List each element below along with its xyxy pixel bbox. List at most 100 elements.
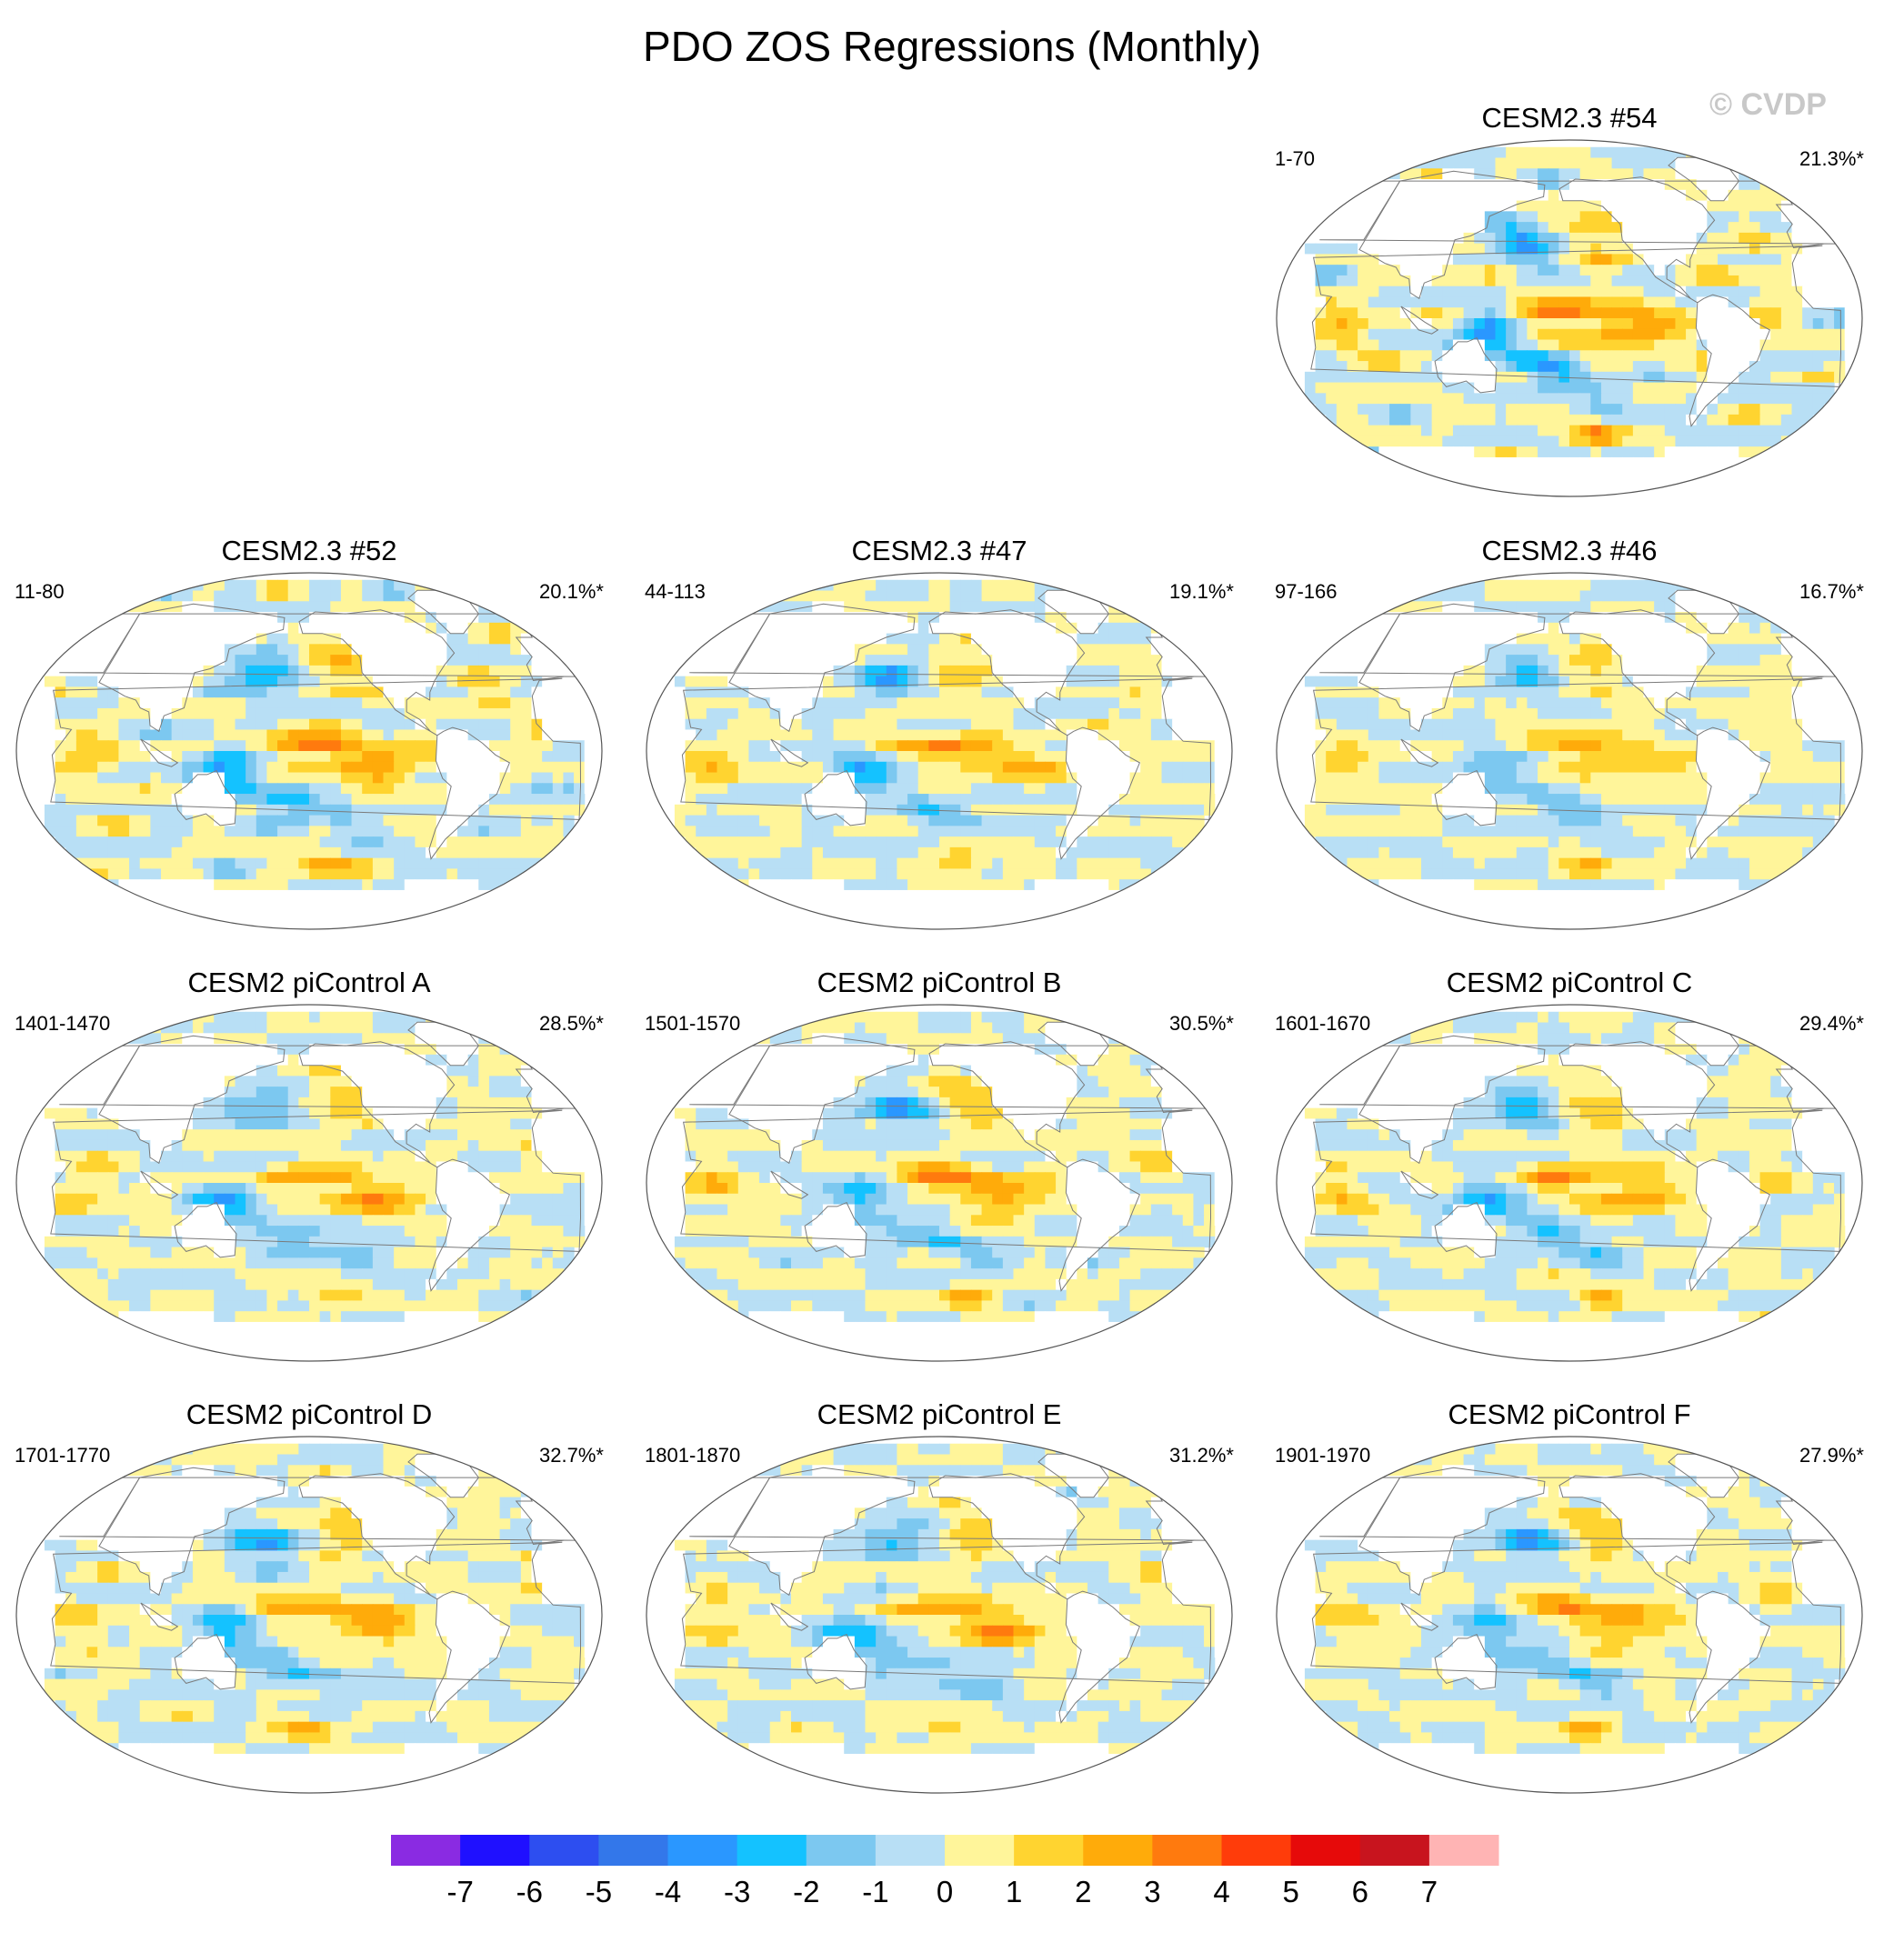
coastlines [680, 1453, 1212, 1724]
field-cells [1283, 146, 1856, 490]
regression-map [15, 1436, 603, 1794]
map-border [1276, 1436, 1863, 1794]
map-border [15, 1436, 603, 1794]
panel-year-range: 44-113 [645, 580, 706, 603]
map-panel: CESM2.3 #54 1-70 21.3%* [1260, 102, 1879, 502]
panel-title: CESM2.3 #46 [1481, 535, 1658, 566]
colorbar-swatch [1290, 1835, 1361, 1866]
colorbar-tick-label: 1 [1006, 1875, 1022, 1908]
panel-variance-percent: 29.4%* [1799, 1012, 1864, 1035]
panel-variance-percent: 19.1%* [1169, 580, 1234, 603]
panel-year-range: 97-166 [1275, 580, 1338, 603]
colorbar-tick-label: -2 [793, 1875, 819, 1908]
field-cells [1283, 1443, 1856, 1787]
coastlines [50, 589, 582, 860]
map-border [646, 572, 1233, 930]
coastlines [50, 1453, 582, 1724]
colorbar-tick-label: -7 [446, 1875, 473, 1908]
coastlines [1310, 156, 1842, 427]
panel-year-range: 1601-1670 [1275, 1012, 1371, 1035]
map-panel: CESM2 piControl C 1601-1670 29.4%* [1260, 966, 1879, 1367]
panel-year-range: 1-70 [1275, 147, 1316, 170]
panel-year-range: 1701-1770 [15, 1444, 111, 1467]
colorbar-swatch [391, 1835, 461, 1866]
panel-variance-percent: 20.1%* [539, 580, 604, 603]
panel-title: CESM2 piControl A [187, 966, 431, 998]
colorbar-swatch [806, 1835, 877, 1866]
colorbar-swatch [460, 1835, 530, 1866]
panel-title: CESM2 piControl D [185, 1398, 433, 1430]
panel-title: CESM2 piControl B [817, 966, 1062, 998]
figure-title: PDO ZOS Regressions (Monthly) [643, 23, 1261, 70]
panel-year-range: 1801-1870 [645, 1444, 741, 1467]
map-border [15, 572, 603, 930]
colorbar-swatch [1221, 1835, 1292, 1866]
panel-variance-percent: 27.9%* [1799, 1444, 1864, 1467]
colorbar-swatch [737, 1835, 807, 1866]
regression-map [1276, 1004, 1863, 1362]
regression-map [15, 1004, 603, 1362]
panel-title: CESM2.3 #47 [851, 535, 1027, 566]
map-border [1276, 572, 1863, 930]
panel-year-range: 11-80 [15, 580, 65, 603]
colorbar-tick-label: 2 [1075, 1875, 1091, 1908]
map-panel: CESM2 piControl D 1701-1770 32.7%* [0, 1398, 618, 1798]
panel-year-range: 1901-1970 [1275, 1444, 1371, 1467]
colorbar-swatch [945, 1835, 1015, 1866]
coastlines [1310, 589, 1842, 860]
colorbar-tick-label: 5 [1282, 1875, 1298, 1908]
panel-title: CESM2 piControl E [817, 1398, 1062, 1430]
panel-variance-percent: 21.3%* [1799, 147, 1864, 170]
colorbar-tick-label: -4 [655, 1875, 681, 1908]
panel-title: CESM2 piControl F [1448, 1398, 1691, 1430]
regression-map [646, 1436, 1233, 1794]
colorbar-swatch [1014, 1835, 1084, 1866]
colorbar-swatch [529, 1835, 599, 1866]
regression-map [646, 572, 1233, 930]
panel-title: CESM2 piControl C [1446, 966, 1693, 998]
panel-year-range: 1501-1570 [645, 1012, 741, 1035]
field-cells [653, 1443, 1226, 1787]
field-cells [1283, 579, 1856, 923]
coastlines [50, 1021, 582, 1292]
regression-map [1276, 1436, 1863, 1794]
panel-title: CESM2.3 #52 [221, 535, 397, 566]
coastlines [1310, 1453, 1842, 1724]
map-border [15, 1004, 603, 1362]
regression-map [646, 1004, 1233, 1362]
coastlines [1310, 1021, 1842, 1292]
colorbar-tick-label: 6 [1352, 1875, 1368, 1908]
map-panel: CESM2 piControl E 1801-1870 31.2%* [630, 1398, 1248, 1798]
cvdp-credit: © CVDP [1709, 87, 1827, 122]
field-cells [23, 1011, 596, 1355]
map-panel: CESM2 piControl F 1901-1970 27.9%* [1260, 1398, 1879, 1798]
field-cells [23, 1443, 596, 1787]
regression-map [1276, 572, 1863, 930]
coastlines [680, 589, 1212, 860]
colorbar-swatch [667, 1835, 738, 1866]
colorbar-swatch [875, 1835, 946, 1866]
panel-variance-percent: 16.7%* [1799, 580, 1864, 603]
panel-variance-percent: 30.5%* [1169, 1012, 1234, 1035]
colorbar-tick-label: 4 [1213, 1875, 1229, 1908]
colorbar-tick-label: -3 [724, 1875, 750, 1908]
map-panel: CESM2.3 #46 97-166 16.7%* [1260, 535, 1879, 935]
map-panel: CESM2.3 #52 11-80 20.1%* [0, 535, 618, 935]
panel-year-range: 1401-1470 [15, 1012, 111, 1035]
colorbar-tick-label: 0 [937, 1875, 953, 1908]
coastlines [680, 1021, 1212, 1292]
field-cells [653, 1011, 1226, 1355]
regression-map [15, 572, 603, 930]
colorbar-swatch [598, 1835, 669, 1866]
map-panel: CESM2 piControl A 1401-1470 28.5%* [0, 966, 618, 1367]
colorbar-tick-label: -6 [516, 1875, 543, 1908]
map-panel: CESM2 piControl B 1501-1570 30.5%* [630, 966, 1248, 1367]
colorbar-swatch [1359, 1835, 1430, 1866]
panel-variance-percent: 32.7%* [539, 1444, 604, 1467]
colorbar: -7 -6 -5 -4 -3 -2 -1 0 1 2 3 4 5 6 7 [391, 1835, 1499, 1908]
map-border [1276, 139, 1863, 497]
panel-variance-percent: 31.2%* [1169, 1444, 1234, 1467]
field-cells [23, 579, 596, 923]
map-border [646, 1004, 1233, 1362]
map-panel: CESM2.3 #47 44-113 19.1%* [630, 535, 1248, 935]
